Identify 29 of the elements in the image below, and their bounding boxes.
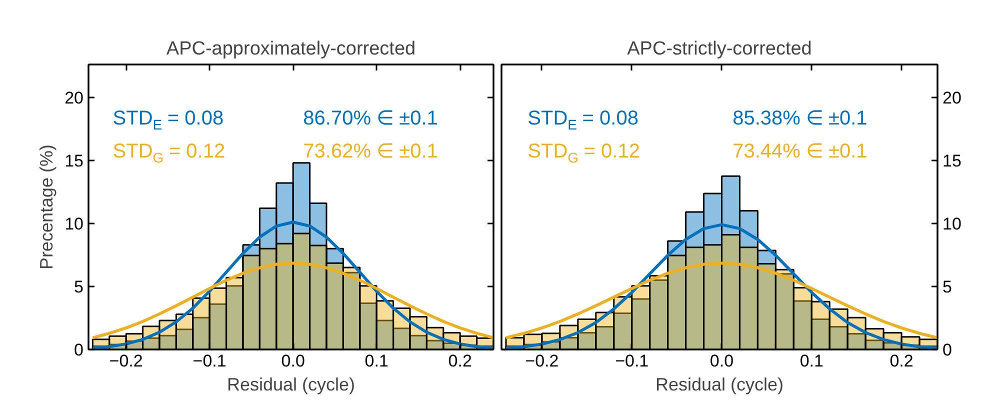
- x-axis-title: Residual (cycle): [226, 374, 356, 394]
- x-axis-title: Residual (cycle): [655, 374, 784, 394]
- x-tick-label: −0.1: [192, 352, 226, 370]
- y-axis-title: Precentage (%): [36, 144, 57, 270]
- annotation: 73.62% ∈ ±0.1: [303, 140, 438, 162]
- annotation: 73.44% ∈ ±0.1: [732, 140, 868, 162]
- chart-title: APC-strictly-corrected: [627, 38, 812, 60]
- y2-tick-label: 0: [942, 340, 952, 360]
- x-tick-label: 0.1: [800, 352, 824, 370]
- annotation: 86.70% ∈ ±0.1: [303, 108, 438, 130]
- y-tick-label: 10: [64, 214, 84, 234]
- y-tick-label: 0: [74, 340, 84, 360]
- x-tick-label: −0.2: [525, 352, 559, 370]
- x-tick-label: 0.2: [890, 352, 914, 370]
- x-tick-label: 0.0: [281, 352, 305, 370]
- chart-title: APC-approximately-corrected: [166, 38, 416, 60]
- x-tick-label: 0.2: [448, 352, 472, 370]
- annotation: 85.38% ∈ ±0.1: [732, 108, 868, 130]
- y2-tick-label: 5: [942, 277, 952, 296]
- y2-tick-label: 15: [942, 151, 962, 170]
- y-tick-label: 20: [64, 88, 84, 108]
- y2-tick-label: 20: [942, 88, 962, 108]
- y-tick-label: 5: [74, 277, 84, 296]
- y2-tick-label: 10: [942, 214, 962, 234]
- x-tick-label: 0.1: [364, 352, 388, 370]
- x-tick-label: −0.1: [615, 352, 649, 370]
- y-tick-label: 15: [64, 151, 84, 170]
- x-tick-label: −0.2: [109, 352, 143, 370]
- x-tick-label: 0.0: [710, 352, 734, 370]
